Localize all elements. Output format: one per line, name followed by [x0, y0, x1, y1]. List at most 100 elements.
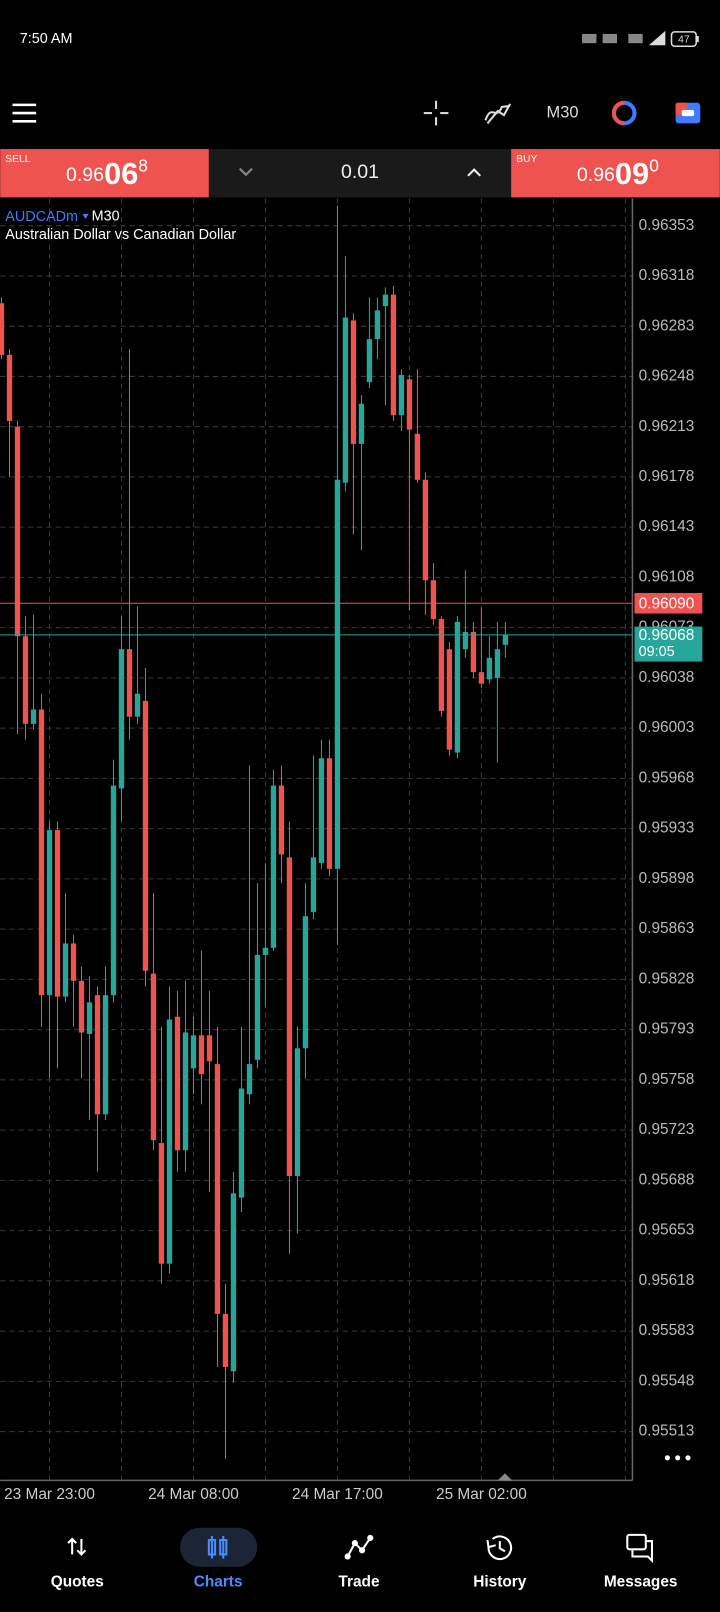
y-tick-label: 0.95933 — [639, 820, 695, 837]
chart: 0.96353 0.96318 0.96283 0.96248 0.96213 0.961… — [0, 198, 703, 1503]
candle-body — [6, 354, 13, 421]
bid-label-box — [634, 626, 703, 662]
y-tick-label: 0.96143 — [639, 518, 695, 535]
candle-body — [462, 631, 469, 650]
ask-label-box — [634, 592, 703, 614]
y-tick-label: 0.96353 — [639, 217, 695, 234]
y-tick-label: 0.95898 — [639, 870, 695, 887]
lot-value[interactable]: 0.01 — [341, 161, 379, 183]
candle-body — [438, 619, 445, 711]
candle-body — [366, 339, 373, 383]
candle-body — [310, 857, 317, 912]
sell-price: 0.96068 — [66, 155, 148, 191]
lot-panel — [208, 149, 512, 198]
candle-body — [78, 980, 85, 1033]
y-tick-label: 0.96213 — [639, 418, 695, 435]
y-tick-label: 0.95618 — [639, 1272, 695, 1289]
y-tick-label: 0.95688 — [639, 1171, 695, 1188]
candle-body — [86, 1002, 93, 1034]
candle-body — [502, 634, 509, 645]
candle-body — [294, 1048, 301, 1177]
candle-body — [150, 973, 157, 1141]
sell-price-small: 8 — [138, 155, 148, 175]
candle-body — [46, 830, 53, 996]
candle-body — [190, 1035, 197, 1069]
symbol-dropdown[interactable] — [82, 213, 89, 219]
objects-button[interactable] — [611, 100, 637, 126]
buy-price: 0.96090 — [577, 155, 659, 191]
sell-price-big: 06 — [104, 156, 138, 191]
candle-body — [430, 580, 437, 620]
candle-body — [262, 947, 269, 955]
ask-label: 0.96090 — [639, 595, 695, 612]
candle-body — [494, 649, 501, 678]
buy-label: BUY — [516, 154, 537, 165]
status-time: 7:50 AM — [20, 31, 73, 47]
bottom-nav: Quotes Charts Trade History Messages — [51, 1573, 678, 1590]
nav-icons — [67, 1533, 653, 1564]
candle-body — [382, 294, 389, 307]
candle-body — [198, 1035, 205, 1075]
candle-body — [302, 916, 309, 1049]
y-tick-label: 0.96038 — [639, 669, 695, 686]
x-tick-label: 24 Mar 17:00 — [292, 1486, 383, 1503]
nav-item[interactable]: Messages — [604, 1573, 678, 1590]
candle-body — [270, 785, 277, 948]
candle-body — [30, 709, 37, 724]
sell-button[interactable] — [0, 149, 209, 198]
scroll-marker — [497, 1473, 513, 1481]
y-tick-label: 0.95548 — [639, 1372, 695, 1389]
candle-body — [22, 636, 29, 724]
trade-toggle-button[interactable] — [675, 102, 701, 124]
buy-button[interactable] — [511, 149, 720, 198]
more-button[interactable] — [664, 1455, 691, 1461]
nav-active-pill — [180, 1527, 258, 1567]
candle-body — [406, 379, 413, 430]
menu-button[interactable] — [12, 103, 37, 123]
candle-body — [334, 479, 341, 869]
y-tick-label: 0.96003 — [639, 719, 695, 736]
candle-body — [230, 1193, 237, 1372]
candle-body — [446, 649, 453, 750]
candle-body — [0, 303, 5, 355]
candle-body — [94, 995, 101, 1115]
indicators-button[interactable] — [484, 103, 511, 125]
candle-body — [182, 1032, 189, 1151]
bid-label: 0.96068 — [639, 627, 695, 644]
candle-body — [478, 672, 485, 684]
candle-body — [174, 1016, 181, 1151]
chart-symbol: AUDCADm — [5, 209, 78, 225]
y-tick-label: 0.95863 — [639, 920, 695, 937]
nav-item[interactable]: History — [473, 1573, 527, 1590]
candle-body — [342, 317, 349, 483]
candle-body — [318, 758, 325, 864]
lot-decrease[interactable] — [238, 167, 253, 177]
nav-item[interactable]: Trade — [338, 1573, 380, 1590]
chart-subtitle: Australian Dollar vs Canadian Dollar — [5, 227, 236, 243]
y-tick-label: 0.95723 — [639, 1121, 695, 1138]
candle-body — [110, 785, 117, 996]
x-tick-label: 24 Mar 08:00 — [148, 1486, 239, 1503]
y-tick-label: 0.96178 — [639, 468, 695, 485]
lot-increase[interactable] — [467, 168, 482, 177]
y-tick-label: 0.96108 — [639, 568, 695, 585]
y-tick-label: 0.95758 — [639, 1071, 695, 1088]
buy-price-prefix: 0.96 — [577, 164, 615, 186]
y-tick-label: 0.96248 — [639, 368, 695, 385]
buy-price-small: 0 — [649, 155, 659, 175]
candle-body — [350, 320, 357, 444]
timeframe-button[interactable]: M30 — [547, 103, 579, 121]
candle-body — [62, 943, 69, 997]
nav-item[interactable]: Quotes — [51, 1573, 104, 1590]
nav-item[interactable]: Charts — [194, 1573, 243, 1590]
sell-label: SELL — [5, 154, 30, 165]
crosshair-button[interactable] — [423, 100, 449, 126]
y-tick-label: 0.95968 — [639, 769, 695, 786]
candle-body — [358, 403, 365, 444]
y-tick-label: 0.96318 — [639, 267, 695, 284]
candle-body — [246, 1064, 253, 1095]
y-tick-label: 0.95583 — [639, 1322, 695, 1339]
candle-body — [470, 631, 477, 673]
